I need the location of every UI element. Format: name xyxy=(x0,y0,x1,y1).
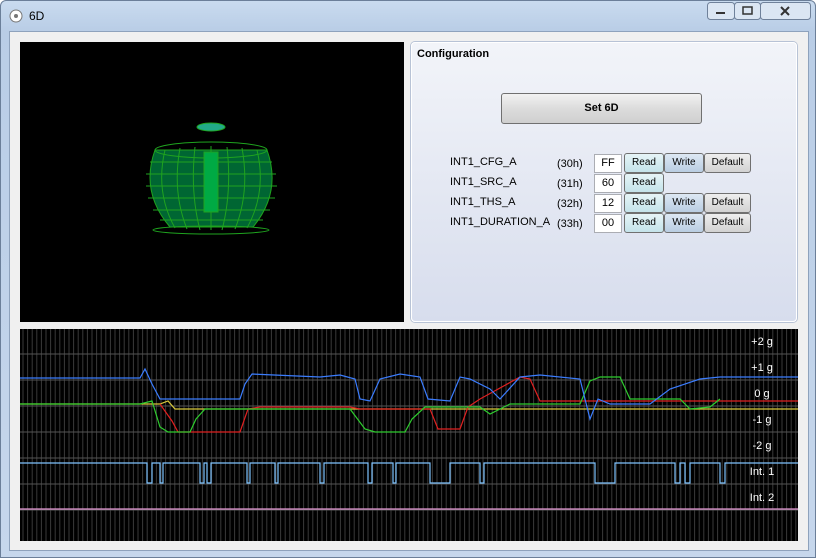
plot-label: 0 g xyxy=(754,388,769,400)
window-title: 6D xyxy=(29,9,45,23)
3d-view xyxy=(20,42,404,322)
plot-label: Int. 2 xyxy=(750,492,774,504)
register-name: INT1_THS_A xyxy=(450,196,516,208)
register-row: INT1_SRC_A (31h) 60 Read xyxy=(412,173,796,193)
register-button[interactable]: Write xyxy=(664,213,704,233)
register-name: INT1_CFG_A xyxy=(450,156,517,168)
register-button[interactable]: Write xyxy=(664,193,704,213)
panel-title: Configuration xyxy=(417,48,490,60)
register-row: INT1_CFG_A (30h) FF Read Write Default xyxy=(412,153,796,173)
register-button[interactable]: Read xyxy=(624,193,664,213)
register-address: (33h) xyxy=(557,218,583,230)
register-value[interactable]: FF xyxy=(594,154,622,173)
register-button[interactable]: Default xyxy=(704,193,751,213)
register-button[interactable]: Default xyxy=(704,213,751,233)
register-name: INT1_DURATION_A xyxy=(450,216,551,228)
register-button[interactable]: Write xyxy=(664,153,704,173)
plot-label: -1 g xyxy=(753,414,772,426)
register-value[interactable]: 60 xyxy=(594,174,622,193)
plot-label: Int. 1 xyxy=(750,466,774,478)
register-value[interactable]: 12 xyxy=(594,194,622,213)
register-name: INT1_SRC_A xyxy=(450,176,517,188)
register-button[interactable]: Default xyxy=(704,153,751,173)
plot-label: +1 g xyxy=(751,362,773,374)
signal-plot: +2 g +1 g 0 g -1 g -2 g Int. 1 Int. 2 xyxy=(20,329,798,541)
plot-label: +2 g xyxy=(751,336,773,348)
register-button[interactable]: Read xyxy=(624,173,664,193)
register-button[interactable]: Read xyxy=(624,153,664,173)
register-row: INT1_DURATION_A (33h) 00 Read Write Default xyxy=(412,213,796,233)
register-address: (31h) xyxy=(557,178,583,190)
configuration-panel: Configuration Set 6D INT1_CFG_A (30h) FF Re… xyxy=(411,42,797,322)
register-address: (32h) xyxy=(557,198,583,210)
register-address: (30h) xyxy=(557,158,583,170)
set-6d-button[interactable]: Set 6D xyxy=(501,93,702,124)
window-controls[interactable] xyxy=(707,2,813,21)
app-icon xyxy=(9,9,23,23)
register-button[interactable]: Read xyxy=(624,213,664,233)
plot-label: -2 g xyxy=(753,440,772,452)
register-value[interactable]: 00 xyxy=(594,214,622,233)
register-row: INT1_THS_A (32h) 12 Read Write Default xyxy=(412,193,796,213)
